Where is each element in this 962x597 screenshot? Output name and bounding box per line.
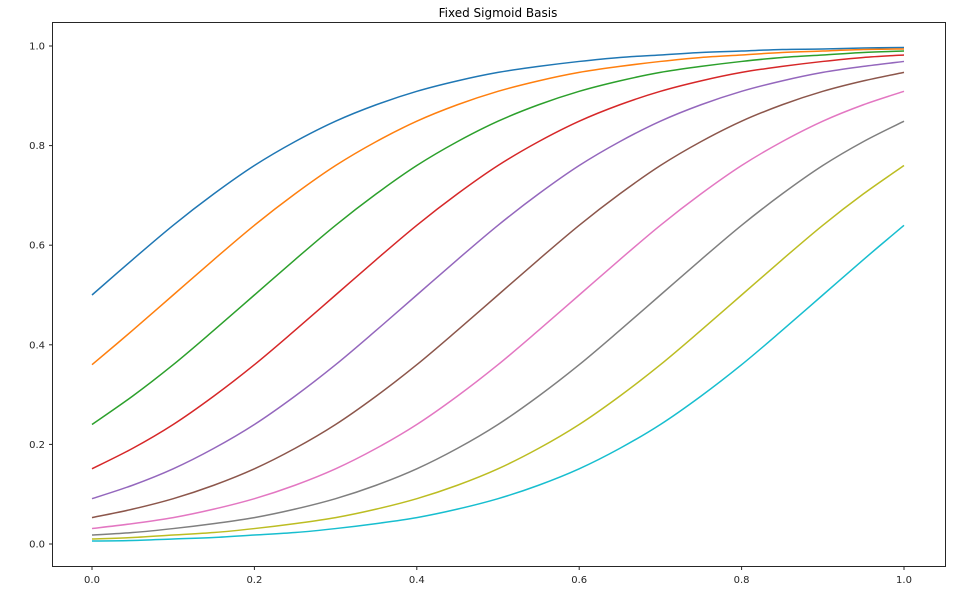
x-tick-label: 0.4 bbox=[409, 575, 425, 586]
y-tick-label: 0.4 bbox=[29, 340, 45, 351]
x-tick-label: 0.8 bbox=[734, 575, 750, 586]
series-line-0 bbox=[91, 46, 905, 296]
x-tick-label: 0.2 bbox=[246, 575, 262, 586]
series-line-3 bbox=[91, 54, 905, 470]
y-axis-ticks: 0.0 0.2 0.4 0.6 0.8 1.0 bbox=[29, 42, 53, 551]
chart-title: Fixed Sigmoid Basis bbox=[439, 6, 558, 20]
series-line-2 bbox=[91, 50, 905, 426]
series-line-8 bbox=[91, 164, 905, 540]
series-line-7 bbox=[91, 120, 905, 536]
x-axis-ticks: 0.0 0.2 0.4 0.6 0.8 1.0 bbox=[84, 566, 912, 586]
series-line-6 bbox=[91, 90, 905, 530]
y-tick-label: 0.0 bbox=[29, 540, 45, 551]
y-tick-label: 1.0 bbox=[29, 42, 45, 53]
x-tick-label: 0.6 bbox=[571, 575, 587, 586]
x-tick-label: 0.0 bbox=[84, 575, 100, 586]
x-tick-label: 1.0 bbox=[896, 575, 912, 586]
axes-frame bbox=[52, 22, 946, 567]
series-line-1 bbox=[91, 48, 905, 366]
series-line-5 bbox=[91, 71, 905, 519]
series-line-9 bbox=[91, 224, 905, 542]
plot-lines bbox=[91, 46, 905, 542]
series-line-4 bbox=[91, 60, 905, 500]
y-tick-label: 0.6 bbox=[29, 241, 45, 252]
y-tick-label: 0.2 bbox=[29, 440, 45, 451]
y-tick-label: 0.8 bbox=[29, 141, 45, 152]
